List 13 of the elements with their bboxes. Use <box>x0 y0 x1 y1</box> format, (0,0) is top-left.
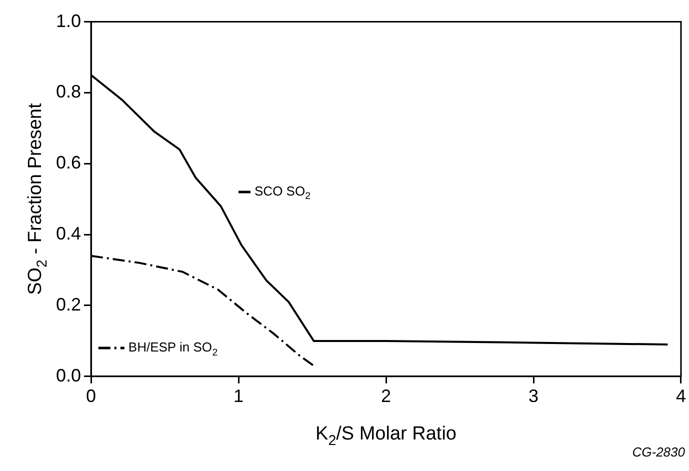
y-tick-label: 0.0 <box>56 365 82 386</box>
y-axis-title: SO2 - Fraction Present <box>25 102 51 295</box>
x-tick-label: 0 <box>86 386 96 406</box>
x-tick-label: 1 <box>234 386 244 406</box>
y-tick-label: 1.0 <box>56 10 82 31</box>
x-tick-label: 2 <box>381 386 392 406</box>
x-tick-label: 4 <box>676 386 686 406</box>
y-tick-label: 0.6 <box>56 152 82 173</box>
text: CG-2830 <box>632 444 686 460</box>
y-tick-label: 0.2 <box>56 294 82 314</box>
y-tick-label: 0.4 <box>56 224 82 244</box>
x-tick-label: 3 <box>528 386 539 406</box>
y-tick-label: 0.8 <box>56 82 82 102</box>
